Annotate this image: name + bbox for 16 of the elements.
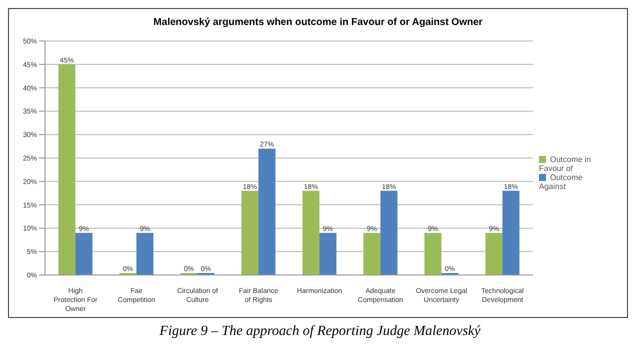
bar xyxy=(485,232,502,275)
bar xyxy=(363,232,380,275)
bar xyxy=(502,190,520,275)
bar xyxy=(302,190,320,275)
chart-title: Malenovský arguments when outcome in Favour of or Against Owner xyxy=(152,16,484,30)
bar xyxy=(424,232,442,275)
caption: Figure 9 – The approach of Reporting Judge Malenovský xyxy=(158,324,482,340)
bar xyxy=(319,232,336,275)
bar xyxy=(241,190,258,275)
legend-label: Outcome in Favour of xyxy=(539,155,591,173)
bar xyxy=(58,64,76,275)
legend-label: Outcome Against xyxy=(539,173,582,191)
bar xyxy=(75,232,92,275)
bar xyxy=(380,190,398,275)
bar xyxy=(136,232,154,275)
bar xyxy=(258,148,276,275)
